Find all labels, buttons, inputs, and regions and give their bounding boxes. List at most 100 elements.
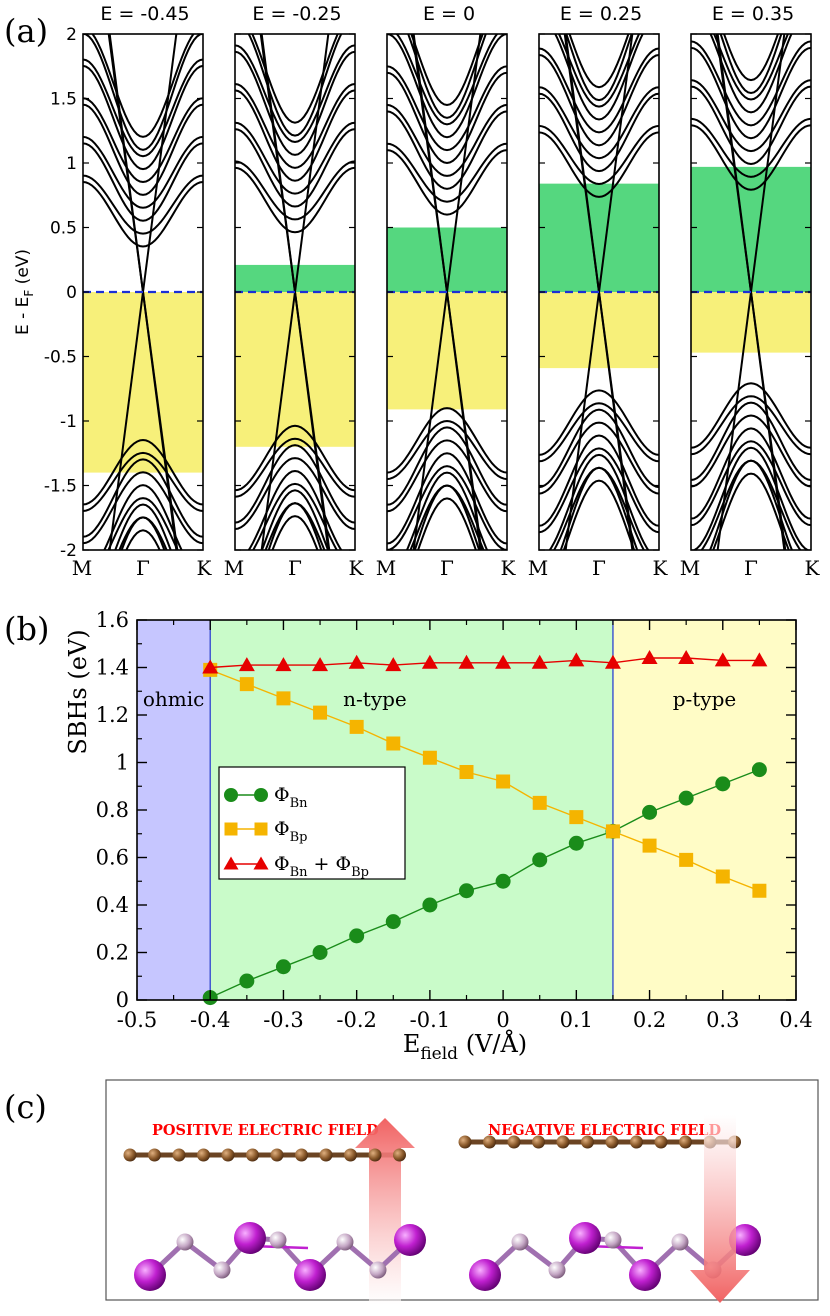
sbh-x-tick-label: -0.4 xyxy=(190,1008,231,1032)
light-atom xyxy=(213,1261,231,1279)
conduction-band xyxy=(539,47,659,134)
valence-band xyxy=(709,459,793,550)
band-panel-1: E = -0.45 -2 -1.5 -1 -0.5 0 0.5 1 1.5 2 M Γ K xyxy=(44,3,213,580)
sbh-x-tick-label: -0.3 xyxy=(263,1008,304,1032)
conduction-band xyxy=(83,34,203,151)
valence-band xyxy=(235,444,355,524)
region-label: p-type xyxy=(673,687,737,711)
positive-field-label: POSITIVE ELECTRIC FIELD xyxy=(152,1122,379,1139)
band-panel-title: E = -0.25 xyxy=(252,3,341,25)
data-point-sum xyxy=(531,654,548,669)
data-point-sum xyxy=(568,652,585,667)
valence-band xyxy=(539,434,659,527)
data-point-bn xyxy=(275,959,291,975)
band-y-label-main: E - E xyxy=(13,297,33,335)
valence-band xyxy=(417,497,477,550)
sbh-chart: ohmic n-type p-type -0.5 -0.4 -0.3 -0.2 -0.1 0 0.… xyxy=(96,608,813,1032)
conduction-band xyxy=(691,124,811,191)
band-y-axis-label: E - EF (eV) xyxy=(13,249,36,335)
sbh-x-label-main: E xyxy=(403,1030,421,1058)
conduction-band xyxy=(539,131,659,198)
valence-band xyxy=(83,451,203,512)
carbon-atom xyxy=(197,1148,210,1162)
structure-positive xyxy=(123,1118,426,1305)
band-x-tick-label: M xyxy=(224,556,244,580)
band-structure-panels: E = -0.45-2-1.5-1-0.500.511.52M Γ KE = -0.… xyxy=(44,3,821,580)
valence-band xyxy=(691,414,811,488)
band-panel-title: E = 0.25 xyxy=(560,3,642,25)
conduction-band xyxy=(722,34,780,82)
valence-band xyxy=(387,407,507,474)
carbon-atom xyxy=(630,1135,643,1149)
band-panel-5: E = 0.35 M Γ K xyxy=(680,3,821,580)
band-y-tick-label: -1.5 xyxy=(44,477,77,497)
heavy-atom xyxy=(729,1224,761,1256)
band-y-tick-label: 1 xyxy=(66,154,77,174)
sbh-x-tick-label: 0.4 xyxy=(779,1008,812,1032)
conduction-band xyxy=(387,71,507,165)
carbon-atom xyxy=(270,1148,284,1162)
sbh-y-tick-label: 1.6 xyxy=(96,608,129,632)
sbh-x-tick-label: -0.2 xyxy=(336,1008,377,1032)
carbon-atom xyxy=(393,1148,406,1162)
carbon-atom xyxy=(654,1135,668,1149)
series-line-2 xyxy=(209,669,760,892)
band-panel-title: E = -0.45 xyxy=(100,3,189,25)
data-point-sum xyxy=(202,659,219,674)
legend-marker xyxy=(254,788,268,802)
valence-band xyxy=(562,479,636,550)
sbh-x-label-unit: (V/Å) xyxy=(458,1029,527,1058)
heavy-atom xyxy=(234,1222,266,1254)
band-x-tick-label: M xyxy=(376,556,396,580)
band-panel-4: E = 0.25 M Γ K xyxy=(528,3,669,580)
carbon-atom xyxy=(532,1135,545,1149)
valence-band xyxy=(235,437,355,498)
conduction-band xyxy=(407,34,487,119)
conduction-band xyxy=(554,34,644,121)
carbon-atom xyxy=(172,1148,186,1162)
sbh-x-tick-label: 0.1 xyxy=(560,1008,593,1032)
conduction-band xyxy=(83,103,203,196)
heavy-atom xyxy=(629,1259,661,1291)
carbon-atom xyxy=(483,1135,496,1149)
carbon-atom xyxy=(507,1135,521,1149)
valence-band xyxy=(539,447,659,534)
data-point-bp xyxy=(715,869,730,884)
valence-band xyxy=(387,426,507,506)
conduction-band xyxy=(83,97,203,184)
conduction-band xyxy=(691,85,811,166)
conduction-band xyxy=(691,79,811,153)
conduction-band xyxy=(539,86,659,160)
valence-band xyxy=(247,469,343,550)
data-point-bp xyxy=(642,838,657,853)
valence-band xyxy=(712,472,790,550)
sbh-x-tick-label: 0.2 xyxy=(633,1008,666,1032)
negative-field-label: NEGATIVE ELECTRIC FIELD xyxy=(488,1122,721,1139)
conduction-band xyxy=(235,121,355,195)
carbon-atom xyxy=(148,1148,161,1162)
sbh-y-tick-label: 1.4 xyxy=(96,656,129,680)
legend-label: ΦBp xyxy=(274,818,307,845)
valence-band xyxy=(235,424,355,492)
band-x-tick-label: Γ xyxy=(592,556,606,580)
valence-band xyxy=(387,439,507,513)
conduction-band xyxy=(691,117,811,178)
conduction-band xyxy=(410,34,484,107)
band-x-tick-label: Γ xyxy=(440,556,454,580)
data-point-sum xyxy=(238,657,255,672)
valence-band xyxy=(83,438,203,506)
conduction-band xyxy=(713,34,789,101)
valence-band xyxy=(691,401,811,481)
heavy-atom xyxy=(569,1222,601,1254)
conduction-band xyxy=(235,50,355,156)
conduction-band xyxy=(691,46,811,140)
light-atom xyxy=(671,1233,689,1251)
panel-label-c: (c) xyxy=(4,1088,47,1126)
data-point-bn xyxy=(349,928,365,944)
valence-band xyxy=(83,471,203,545)
region-p-type xyxy=(612,620,796,1000)
legend-marker xyxy=(254,822,268,836)
heavy-atom xyxy=(134,1259,166,1291)
valence-band xyxy=(264,502,326,550)
conduction-band xyxy=(83,181,203,248)
